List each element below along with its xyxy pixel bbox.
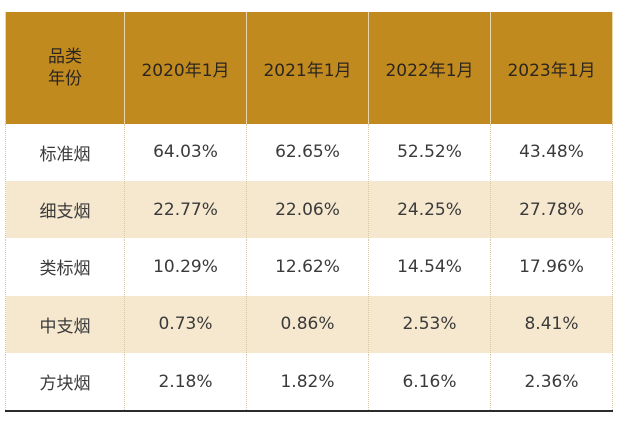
table-cell: 17.96% [490, 238, 613, 296]
table-cell: 12.62% [246, 238, 369, 296]
share-table: 品类 年份 2020年1月 2021年1月 2022年1月 2023年1月 标准… [5, 12, 613, 412]
column-header: 2023年1月 [490, 12, 613, 124]
row-category-label: 方块烟 [5, 353, 125, 411]
row-category-label: 标准烟 [5, 124, 125, 181]
table-cell: 62.65% [246, 124, 369, 181]
table-cell: 8.41% [490, 295, 613, 354]
table-cell: 22.06% [246, 180, 369, 239]
table-cell: 14.54% [368, 238, 491, 296]
table-cell: 27.78% [490, 180, 613, 239]
table-cell: 2.18% [124, 353, 247, 411]
row-category-label: 类标烟 [5, 238, 125, 296]
table-cell: 1.82% [246, 353, 369, 411]
table-cell: 0.73% [124, 295, 247, 354]
header-row: 品类 年份 2020年1月 2021年1月 2022年1月 2023年1月 [5, 12, 613, 124]
table-cell: 2.53% [368, 295, 491, 354]
table-cell: 43.48% [490, 124, 613, 181]
table-cell: 0.86% [246, 295, 369, 354]
table-row: 方块烟 2.18% 1.82% 6.16% 2.36% [5, 353, 613, 411]
table-cell: 2.36% [490, 353, 613, 411]
table-cell: 22.77% [124, 180, 247, 239]
corner-header-line-1: 品类 [48, 47, 82, 67]
table-cell: 64.03% [124, 124, 247, 181]
row-category-label: 细支烟 [5, 180, 125, 239]
table-row: 中支烟 0.73% 0.86% 2.53% 8.41% [5, 295, 613, 354]
table-cell: 10.29% [124, 238, 247, 296]
column-header: 2021年1月 [246, 12, 369, 124]
column-header: 2020年1月 [124, 12, 247, 124]
table-cell: 52.52% [368, 124, 491, 181]
column-header: 2022年1月 [368, 12, 491, 124]
corner-header-line-2: 年份 [48, 69, 82, 89]
table-row: 细支烟 22.77% 22.06% 24.25% 27.78% [5, 180, 613, 239]
corner-header-cell: 品类 年份 [5, 12, 125, 124]
table-row: 标准烟 64.03% 62.65% 52.52% 43.48% [5, 124, 613, 181]
table-cell: 24.25% [368, 180, 491, 239]
data-table: 品类 年份 2020年1月 2021年1月 2022年1月 2023年1月 标准… [5, 12, 613, 412]
table-row: 类标烟 10.29% 12.62% 14.54% 17.96% [5, 238, 613, 296]
row-category-label: 中支烟 [5, 295, 125, 354]
table-cell: 6.16% [368, 353, 491, 411]
